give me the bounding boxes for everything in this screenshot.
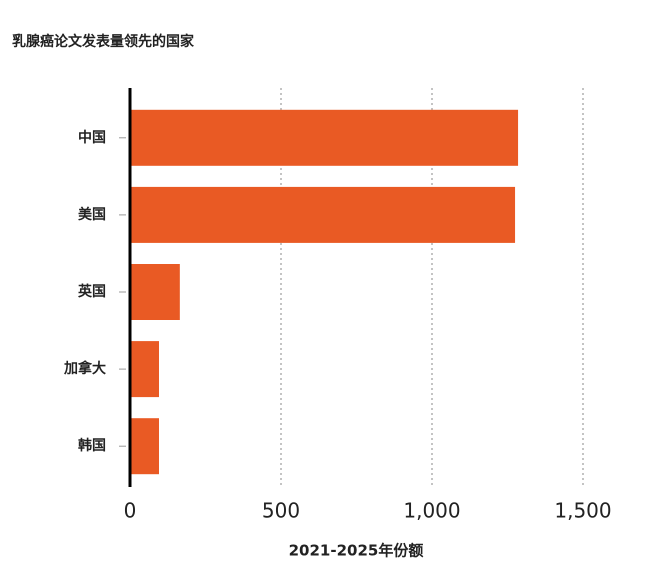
y-tick-label: 中国 (78, 129, 106, 146)
bar (130, 264, 180, 320)
y-tick-label: 美国 (78, 206, 106, 223)
bar (130, 341, 159, 398)
x-tick-label: 500 (262, 499, 300, 523)
x-axis-label: 2021-2025年份额 (289, 542, 424, 560)
x-tick-label: 1,000 (403, 499, 460, 523)
y-tick-label: 加拿大 (63, 360, 106, 377)
y-tick-label: 韩国 (78, 437, 106, 454)
y-tick-label: 英国 (77, 283, 106, 300)
chart-title: 乳腺癌论文发表量领先的国家 (12, 33, 195, 50)
bar (130, 109, 519, 166)
x-tick-label: 0 (124, 499, 137, 523)
bar (130, 186, 516, 243)
x-tick-label: 1,500 (554, 499, 611, 523)
bar (130, 418, 159, 475)
